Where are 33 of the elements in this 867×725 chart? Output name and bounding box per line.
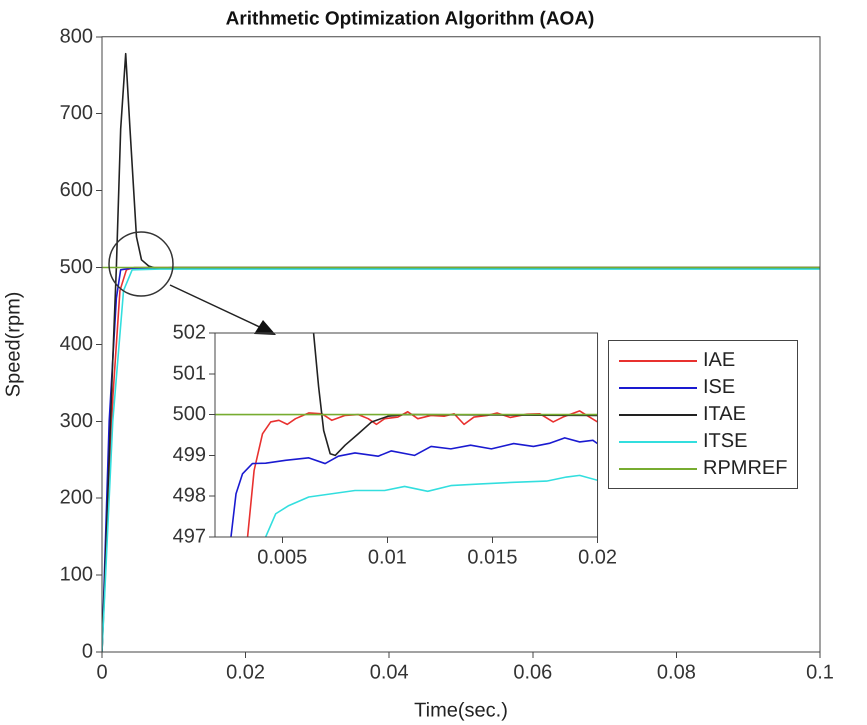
y-tick-label: 200 bbox=[60, 486, 93, 509]
x-tick-label: 0.02 bbox=[578, 546, 618, 569]
y-tick-label: 100 bbox=[60, 564, 93, 586]
chart-title: Arithmetic Optimization Algorithm (AOA) bbox=[226, 8, 594, 30]
x-tick-label: 0 bbox=[96, 662, 108, 684]
y-tick-label: 497 bbox=[172, 526, 206, 548]
x-tick-label: 0.1 bbox=[806, 662, 834, 684]
y-tick-label: 498 bbox=[172, 484, 206, 507]
y-tick-label: 499 bbox=[172, 444, 206, 466]
y-axis-title: Speed(rpm) bbox=[2, 292, 25, 398]
y-tick-label: 400 bbox=[60, 332, 93, 355]
legend-label: ITAE bbox=[703, 403, 746, 426]
legend-label: ITSE bbox=[703, 430, 748, 453]
legend-label: RPMREF bbox=[703, 457, 788, 480]
x-tick-label: 0.08 bbox=[656, 662, 696, 684]
y-tick-label: 600 bbox=[60, 179, 93, 202]
y-tick-label: 502 bbox=[172, 322, 206, 344]
x-axis-title: Time(sec.) bbox=[414, 700, 508, 722]
x-tick-label: 0.005 bbox=[257, 546, 308, 569]
y-tick-label: 501 bbox=[172, 362, 206, 384]
x-tick-label: 0.04 bbox=[370, 662, 409, 684]
x-tick-label: 0.06 bbox=[513, 662, 552, 684]
y-tick-label: 300 bbox=[60, 410, 93, 432]
x-tick-label: 0.01 bbox=[368, 546, 407, 569]
y-tick-label: 800 bbox=[60, 25, 93, 48]
y-tick-label: 0 bbox=[82, 640, 93, 663]
legend-label: IAE bbox=[703, 349, 736, 372]
y-tick-label: 500 bbox=[172, 403, 206, 426]
legend-label: ISE bbox=[703, 376, 736, 399]
y-tick-label: 500 bbox=[60, 256, 93, 278]
y-tick-label: 700 bbox=[60, 102, 93, 124]
x-tick-label: 0.02 bbox=[226, 662, 266, 684]
x-tick-label: 0.015 bbox=[467, 546, 518, 569]
